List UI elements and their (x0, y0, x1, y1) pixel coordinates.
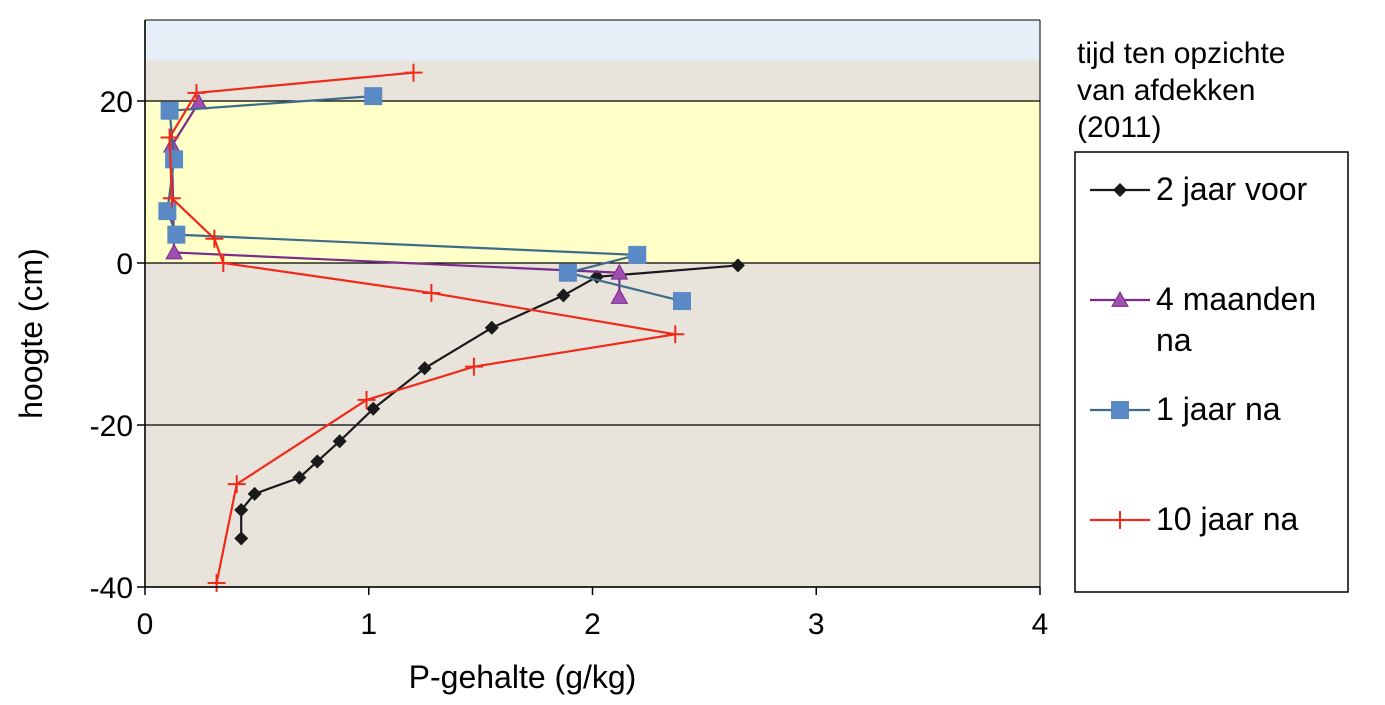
data-point (207, 573, 226, 592)
data-point (292, 470, 307, 485)
data-point (234, 503, 249, 518)
series-layer (158, 63, 745, 592)
x-tick-label: 0 (137, 608, 154, 641)
data-point (484, 320, 499, 335)
series-line-3 (168, 71, 676, 584)
x-tick-label: 1 (360, 608, 377, 641)
data-point (167, 225, 186, 244)
data-point (730, 258, 745, 273)
x-tick-label: 3 (808, 608, 825, 641)
y-tick-label: -40 (90, 572, 133, 605)
data-point (205, 229, 224, 248)
legend-title-line: van afdekken (1077, 74, 1255, 107)
legend-item-3: 10 jaar na (1090, 501, 1299, 537)
y-tick-label: -20 (90, 410, 133, 443)
data-point (558, 263, 577, 282)
data-point (234, 531, 249, 546)
legend-title: tijd ten opzichte van afdekken (2011) (1077, 37, 1285, 144)
data-point (673, 292, 691, 311)
data-point (160, 101, 179, 120)
background-band-0 (145, 20, 1040, 61)
y-tick-label: 20 (100, 86, 133, 119)
legend-marker (1113, 183, 1127, 197)
y-axis-title: hoogte (cm) (13, 248, 49, 419)
legend-title-line: tijd ten opzichte (1077, 37, 1285, 70)
series-3 (160, 63, 685, 592)
data-point (417, 361, 432, 376)
data-point (404, 63, 423, 82)
tick-labels: 0 1 2 3 4 -40 -20 0 20 (90, 86, 1049, 641)
legend-label: 4 maanden (1156, 281, 1316, 317)
data-point (162, 189, 181, 208)
legend-marker (1111, 401, 1129, 419)
data-point (610, 263, 629, 280)
data-point (187, 83, 206, 102)
legend-marker (1111, 511, 1129, 529)
data-point (610, 287, 629, 304)
data-point (422, 283, 441, 302)
x-tick-label: 4 (1032, 608, 1049, 641)
axes (137, 19, 1041, 595)
data-point (366, 401, 381, 416)
data-point (357, 390, 376, 409)
legend-item-1: 4 maanden na (1090, 281, 1316, 358)
data-point (165, 150, 184, 169)
legend-label: 1 jaar na (1156, 391, 1281, 427)
data-point (464, 357, 483, 376)
x-tick-label: 2 (584, 608, 601, 641)
y-tick-label: 0 (116, 248, 133, 281)
data-point (227, 475, 246, 494)
data-point (332, 434, 347, 449)
data-point (160, 128, 179, 147)
legend-label: 10 jaar na (1156, 501, 1299, 537)
data-point (364, 87, 383, 106)
data-point (214, 254, 233, 272)
legend-label: na (1156, 322, 1192, 358)
data-point (628, 245, 647, 264)
legend-item-2: 1 jaar na (1090, 391, 1281, 427)
legend-item-0: 2 jaar voor (1090, 171, 1308, 207)
data-point (247, 486, 262, 501)
x-axis-title: P-gehalte (g/kg) (409, 659, 637, 695)
legend-marker (1111, 290, 1129, 307)
data-point (165, 243, 183, 260)
plot-area (145, 20, 1040, 587)
legend: 2 jaar voor 4 maanden na 1 jaar na 10 jaar n… (1074, 151, 1349, 593)
data-point (158, 202, 177, 221)
series-0 (234, 258, 745, 546)
legend-label: 2 jaar voor (1156, 171, 1308, 207)
data-point (556, 288, 571, 303)
data-point (666, 325, 685, 344)
background-band-1 (145, 101, 1040, 263)
data-point (310, 454, 325, 469)
legend-title-line: (2011) (1077, 111, 1162, 144)
